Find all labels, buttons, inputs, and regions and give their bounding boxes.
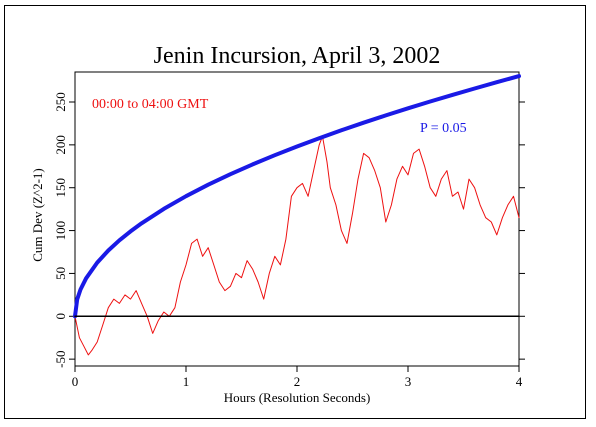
y-tick-label: 150 (53, 178, 68, 198)
x-axis-label: Hours (Resolution Seconds) (224, 390, 371, 405)
time-range-annotation: 00:00 to 04:00 GMT (92, 97, 209, 112)
x-tick-label: 3 (405, 374, 412, 389)
chart-title: Jenin Incursion, April 3, 2002 (154, 43, 441, 69)
x-tick-label: 1 (183, 374, 190, 389)
p-005-envelope-line (73, 74, 521, 319)
p-value-legend: P = 0.05 (420, 121, 467, 136)
x-tick-label: 2 (294, 374, 301, 389)
x-tick-label: 0 (72, 374, 79, 389)
x-tick-label: 4 (516, 374, 523, 389)
y-tick-label: 250 (53, 92, 68, 112)
plot-box (74, 71, 520, 367)
cum-dev-series-line (74, 135, 520, 356)
chart-frame (4, 5, 586, 419)
y-axis-label: Cum Dev (Z^2-1) (30, 168, 45, 261)
y-tick-label: 50 (53, 267, 68, 280)
y-tick-label: -50 (53, 350, 68, 367)
y-tick-label: 0 (53, 313, 68, 320)
axes-group: 0 1 2 3 4 -50 0 50 100 150 200 250 (53, 71, 525, 389)
y-tick-label: 200 (53, 135, 68, 155)
y-tick-label: 100 (53, 221, 68, 241)
series-group (73, 74, 521, 356)
